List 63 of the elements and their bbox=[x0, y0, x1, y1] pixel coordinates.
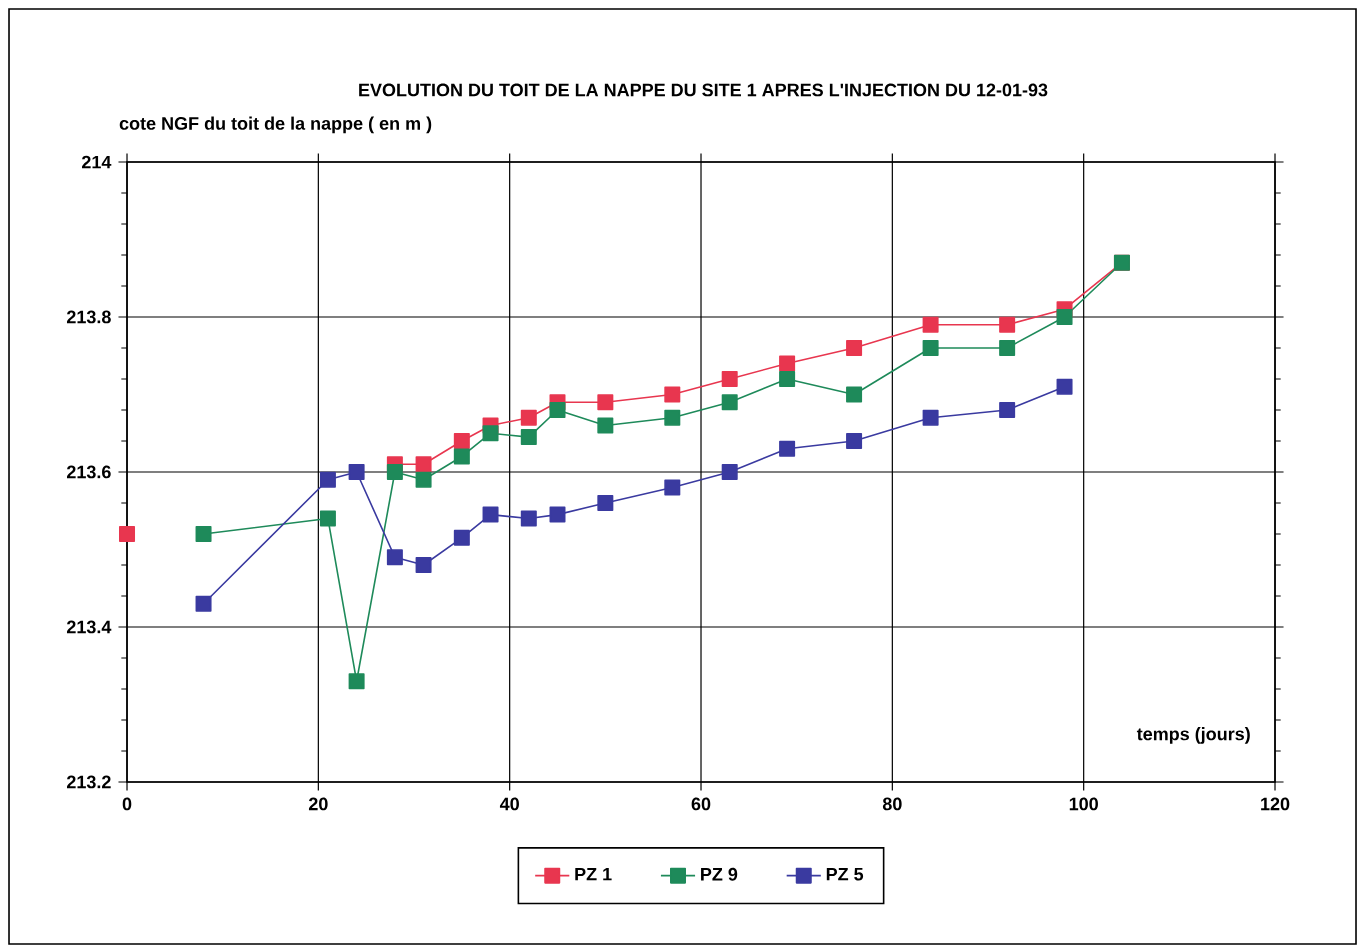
point bbox=[846, 339, 863, 356]
point bbox=[195, 525, 212, 542]
point bbox=[721, 463, 738, 480]
point bbox=[846, 386, 863, 403]
point bbox=[999, 339, 1016, 356]
point bbox=[597, 494, 614, 511]
point bbox=[549, 506, 566, 523]
point bbox=[415, 456, 432, 473]
point bbox=[453, 432, 470, 449]
point bbox=[319, 510, 336, 527]
point bbox=[922, 316, 939, 333]
x-tick-label: 120 bbox=[1261, 797, 1290, 811]
point bbox=[664, 479, 681, 496]
point bbox=[453, 529, 470, 546]
legend-label: PZ 1 bbox=[575, 867, 612, 881]
point bbox=[348, 673, 365, 690]
point bbox=[386, 549, 403, 566]
point bbox=[846, 432, 863, 449]
point bbox=[922, 409, 939, 426]
legend-label: PZ 9 bbox=[701, 867, 738, 881]
y-tick-label: 213.6 bbox=[66, 465, 111, 479]
x-tick-label: 80 bbox=[882, 797, 902, 811]
point bbox=[453, 448, 470, 465]
point bbox=[597, 417, 614, 434]
point bbox=[348, 463, 365, 480]
x-tick-label: 0 bbox=[122, 797, 132, 811]
point bbox=[520, 429, 537, 446]
point bbox=[319, 471, 336, 488]
x-tick-label: 100 bbox=[1069, 797, 1098, 811]
point bbox=[1056, 378, 1073, 395]
point bbox=[119, 525, 136, 542]
point bbox=[549, 401, 566, 418]
point bbox=[922, 339, 939, 356]
point bbox=[415, 471, 432, 488]
point bbox=[999, 316, 1016, 333]
point bbox=[721, 370, 738, 387]
point bbox=[415, 556, 432, 573]
point bbox=[597, 394, 614, 411]
x-tick-label: 60 bbox=[691, 797, 711, 811]
point bbox=[779, 440, 796, 457]
y-tick-label: 213.8 bbox=[66, 310, 111, 324]
point bbox=[520, 510, 537, 527]
point bbox=[482, 425, 499, 442]
point bbox=[999, 401, 1016, 418]
y-tick-label: 213.2 bbox=[66, 775, 111, 789]
x-tick-label: 40 bbox=[499, 797, 519, 811]
legend-label: PZ 5 bbox=[826, 867, 864, 881]
point bbox=[664, 409, 681, 426]
point bbox=[721, 394, 738, 411]
point bbox=[779, 355, 796, 372]
x-tick-label: 20 bbox=[308, 797, 328, 811]
point bbox=[1056, 308, 1073, 325]
y-tick-label: 214 bbox=[82, 155, 112, 169]
point bbox=[664, 386, 681, 403]
point bbox=[386, 463, 403, 480]
x-axis-title: temps (jours) bbox=[1136, 727, 1250, 744]
chart-title: EVOLUTION DU TOIT DE LA NAPPE DU SITE 1 APRES L'INJECTION DU 12-01-93 bbox=[359, 83, 1048, 97]
point bbox=[520, 409, 537, 426]
point bbox=[779, 370, 796, 387]
point bbox=[195, 595, 212, 612]
point bbox=[482, 506, 499, 523]
y-axis-title: cote NGF du toit de la nappe ( en m ) bbox=[119, 116, 432, 134]
y-tick-label: 213.4 bbox=[66, 620, 112, 634]
